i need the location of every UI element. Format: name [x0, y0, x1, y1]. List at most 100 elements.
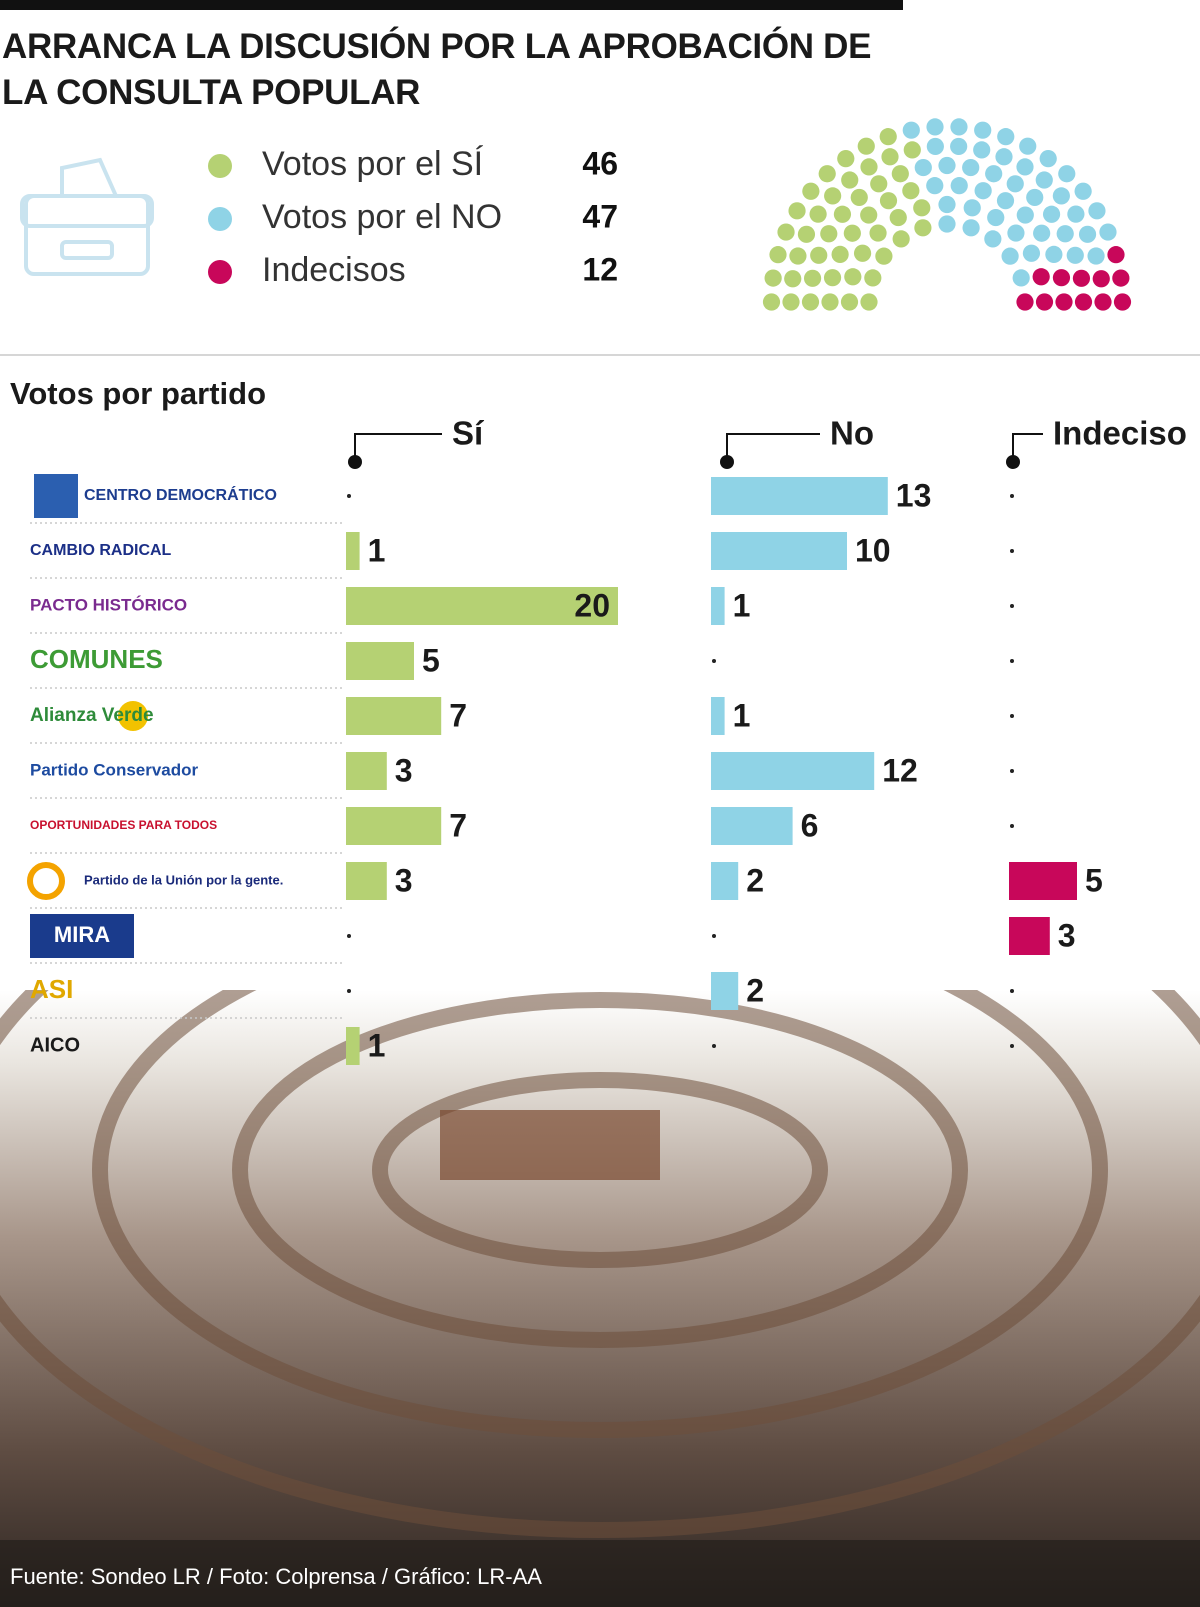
bar — [711, 477, 888, 515]
party-label: OPORTUNIDADES PARA TODOS — [30, 818, 217, 832]
value-label: 5 — [1085, 862, 1103, 898]
seat-group — [902, 118, 1117, 287]
seat — [962, 158, 980, 177]
seat — [875, 247, 893, 265]
bar — [346, 752, 387, 790]
seat — [973, 141, 991, 159]
seat — [869, 224, 887, 242]
value-label: 1 — [368, 1027, 386, 1063]
logo-mark — [27, 862, 65, 900]
bar — [711, 532, 847, 570]
seat — [831, 245, 849, 264]
party-label: MIRA — [54, 922, 110, 947]
seat — [1072, 269, 1091, 287]
seat — [860, 158, 878, 176]
seat — [782, 293, 800, 311]
column-bracket — [726, 433, 820, 462]
seat — [1088, 202, 1106, 220]
zero-mark — [1010, 549, 1014, 553]
bar — [711, 587, 725, 625]
seat — [1042, 205, 1061, 223]
legend-swatch — [208, 260, 232, 284]
seat — [881, 148, 899, 166]
seat — [926, 118, 944, 136]
zero-mark — [712, 659, 716, 663]
seat-group — [1016, 246, 1132, 311]
zero-mark — [1010, 604, 1014, 608]
seat — [857, 137, 875, 155]
seat — [1066, 246, 1084, 264]
box-lid — [20, 194, 154, 228]
logo-mark — [118, 701, 148, 731]
seat — [769, 246, 787, 264]
seat — [879, 128, 897, 146]
value-label: 2 — [746, 862, 764, 898]
seat — [926, 137, 944, 156]
value-label: 1 — [368, 532, 386, 568]
bar — [346, 532, 360, 570]
value-label: 1 — [733, 697, 751, 733]
seat — [823, 269, 842, 287]
seat — [1107, 246, 1125, 264]
value-label: 3 — [395, 752, 413, 788]
desk-row — [92, 990, 1108, 1438]
photo — [0, 990, 1200, 1607]
seat — [902, 182, 920, 200]
seat — [1056, 225, 1074, 243]
bar — [711, 752, 875, 790]
seat — [1045, 245, 1063, 264]
seat — [762, 293, 781, 311]
seat — [1016, 293, 1034, 311]
seat — [1058, 165, 1076, 183]
zero-mark — [712, 1044, 716, 1048]
seat — [1035, 293, 1054, 311]
seat — [810, 246, 828, 264]
bar — [346, 642, 414, 680]
seat — [809, 205, 827, 223]
legend-value: 46 — [582, 145, 618, 181]
box-handle — [60, 240, 114, 260]
legend-label: Indecisos — [262, 251, 406, 289]
legend-swatch — [208, 207, 232, 231]
legend-label: Votos por el NO — [262, 198, 502, 236]
top-bar — [0, 0, 903, 10]
seat — [1078, 225, 1097, 243]
party-label: Partido Conservador — [30, 760, 199, 779]
seat — [985, 165, 1003, 183]
source: Fuente: Sondeo LR / Foto: Colprensa / Gr… — [10, 1564, 542, 1589]
seat — [1039, 150, 1057, 168]
seat — [801, 293, 820, 311]
seat — [1052, 187, 1070, 205]
series-label: No — [830, 415, 874, 452]
seat — [1055, 293, 1073, 311]
seat — [962, 219, 980, 237]
chart-title: ARRANCA LA DISCUSIÓN POR LA APROBACIÓN D… — [2, 27, 872, 112]
seat — [788, 202, 806, 220]
seat — [1099, 223, 1117, 241]
seat — [1052, 269, 1071, 287]
value-label: 6 — [801, 807, 819, 843]
seat — [1016, 206, 1034, 224]
legend-swatch — [208, 154, 232, 178]
seat — [850, 188, 868, 207]
seat — [802, 182, 820, 200]
seat — [1074, 293, 1093, 311]
logo-box — [30, 914, 134, 958]
seat — [1092, 270, 1110, 288]
ballot-box-icon — [20, 157, 154, 276]
seat — [984, 230, 1002, 248]
seat — [789, 247, 807, 265]
column-bracket — [1012, 433, 1043, 462]
seat — [913, 199, 931, 217]
seat — [963, 199, 981, 217]
party-label: CENTRO DEMOCRÁTICO — [84, 485, 277, 504]
seat — [844, 268, 862, 286]
party-label: Alianza Verde — [30, 705, 154, 726]
seat — [764, 269, 782, 287]
seat — [950, 118, 968, 136]
seat — [1112, 269, 1130, 287]
seat — [1001, 247, 1019, 265]
seat — [837, 150, 855, 168]
value-label: 20 — [574, 587, 610, 623]
zero-mark — [1010, 494, 1014, 498]
